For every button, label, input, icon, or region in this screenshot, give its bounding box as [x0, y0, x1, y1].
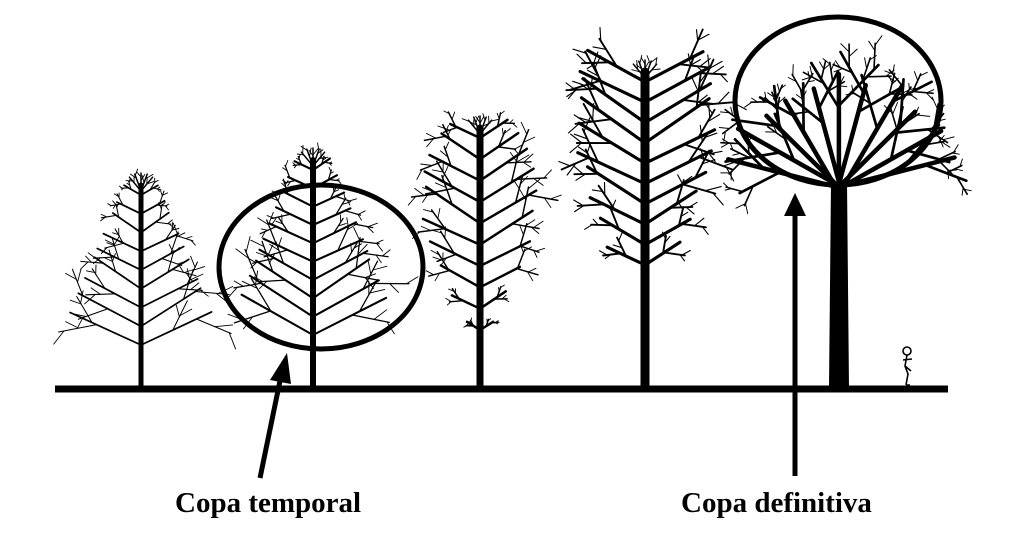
arrow-temporal: [257, 353, 291, 479]
young-tree-2: [227, 142, 419, 391]
definitive-crown-label: Copa definitiva: [681, 487, 872, 519]
young-tree-4: [558, 27, 747, 393]
human-figure-scale: [902, 346, 913, 386]
temporary-crown-label: Copa temporal: [175, 487, 362, 519]
young-tree-3: [407, 110, 562, 392]
definitive-crown-circle: [732, 14, 944, 188]
temporary-crown-circle: [216, 182, 426, 352]
trees-group: [53, 27, 972, 393]
young-tree-1: [53, 168, 237, 391]
mature-tree: [718, 35, 972, 388]
arrow-definitiva: [784, 193, 806, 476]
